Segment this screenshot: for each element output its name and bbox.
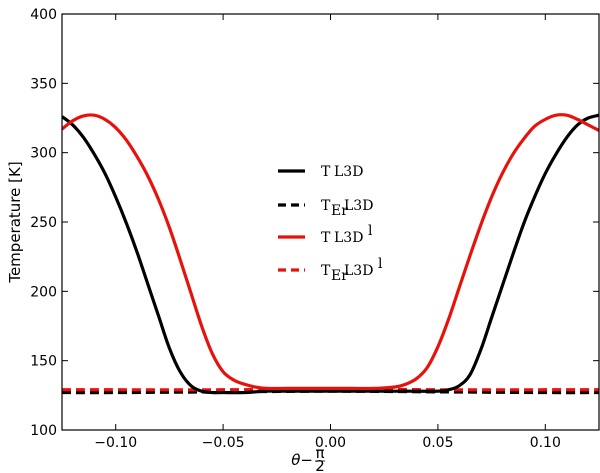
y-tick-label: 350 xyxy=(30,76,57,92)
x-tick-label: −0.05 xyxy=(202,435,245,451)
legend-label-subscript: Er xyxy=(331,268,348,284)
ticks-layer: −0.10 −0.05 0.00 0.05 0.10 100 150 200 250 300 350… xyxy=(30,7,599,451)
legend-label-suffix: L3D xyxy=(334,164,363,180)
x-tick-label: −0.10 xyxy=(94,435,137,451)
legend-label-suffix: L3D xyxy=(334,230,363,246)
legend-label-main: T xyxy=(321,263,331,279)
y-tick-label: 100 xyxy=(30,423,57,439)
y-tick-label: 250 xyxy=(30,215,57,231)
legend-label-main: T xyxy=(321,198,331,214)
y-axis-label: Temperature [K] xyxy=(6,161,24,283)
legend-entry: T L3D l xyxy=(278,223,373,246)
plot-frame xyxy=(61,13,600,431)
y-tick-label: 400 xyxy=(30,7,57,23)
x-axis-label-main: θ− xyxy=(291,451,313,469)
series-layer xyxy=(62,113,599,395)
series-line-t-l3d-l xyxy=(62,113,599,391)
legend-label-main: T xyxy=(321,164,331,180)
legend-label-subscript: Er xyxy=(331,203,348,219)
legend-label-main: T xyxy=(321,230,331,246)
y-tick-label: 150 xyxy=(30,354,57,370)
x-axis-label: θ− π 2 xyxy=(291,444,325,473)
legend-label-superscript: l xyxy=(378,256,383,272)
y-tick-label: 200 xyxy=(30,284,57,300)
x-tick-label: 0.10 xyxy=(530,435,561,451)
legend-entry: T L3D xyxy=(278,164,363,180)
legend-label-suffix: L3D xyxy=(344,198,373,214)
series-line-t-l3d xyxy=(62,113,599,395)
legend-label-superscript: l xyxy=(368,223,373,239)
y-tick-label: 300 xyxy=(30,146,57,162)
x-axis-label-numerator: π xyxy=(315,444,324,462)
legend-label-suffix: L3D xyxy=(344,263,373,279)
x-axis-label-denominator: 2 xyxy=(315,457,325,473)
x-tick-label: 0.05 xyxy=(422,435,453,451)
x-tick-label: 0.00 xyxy=(315,435,346,451)
